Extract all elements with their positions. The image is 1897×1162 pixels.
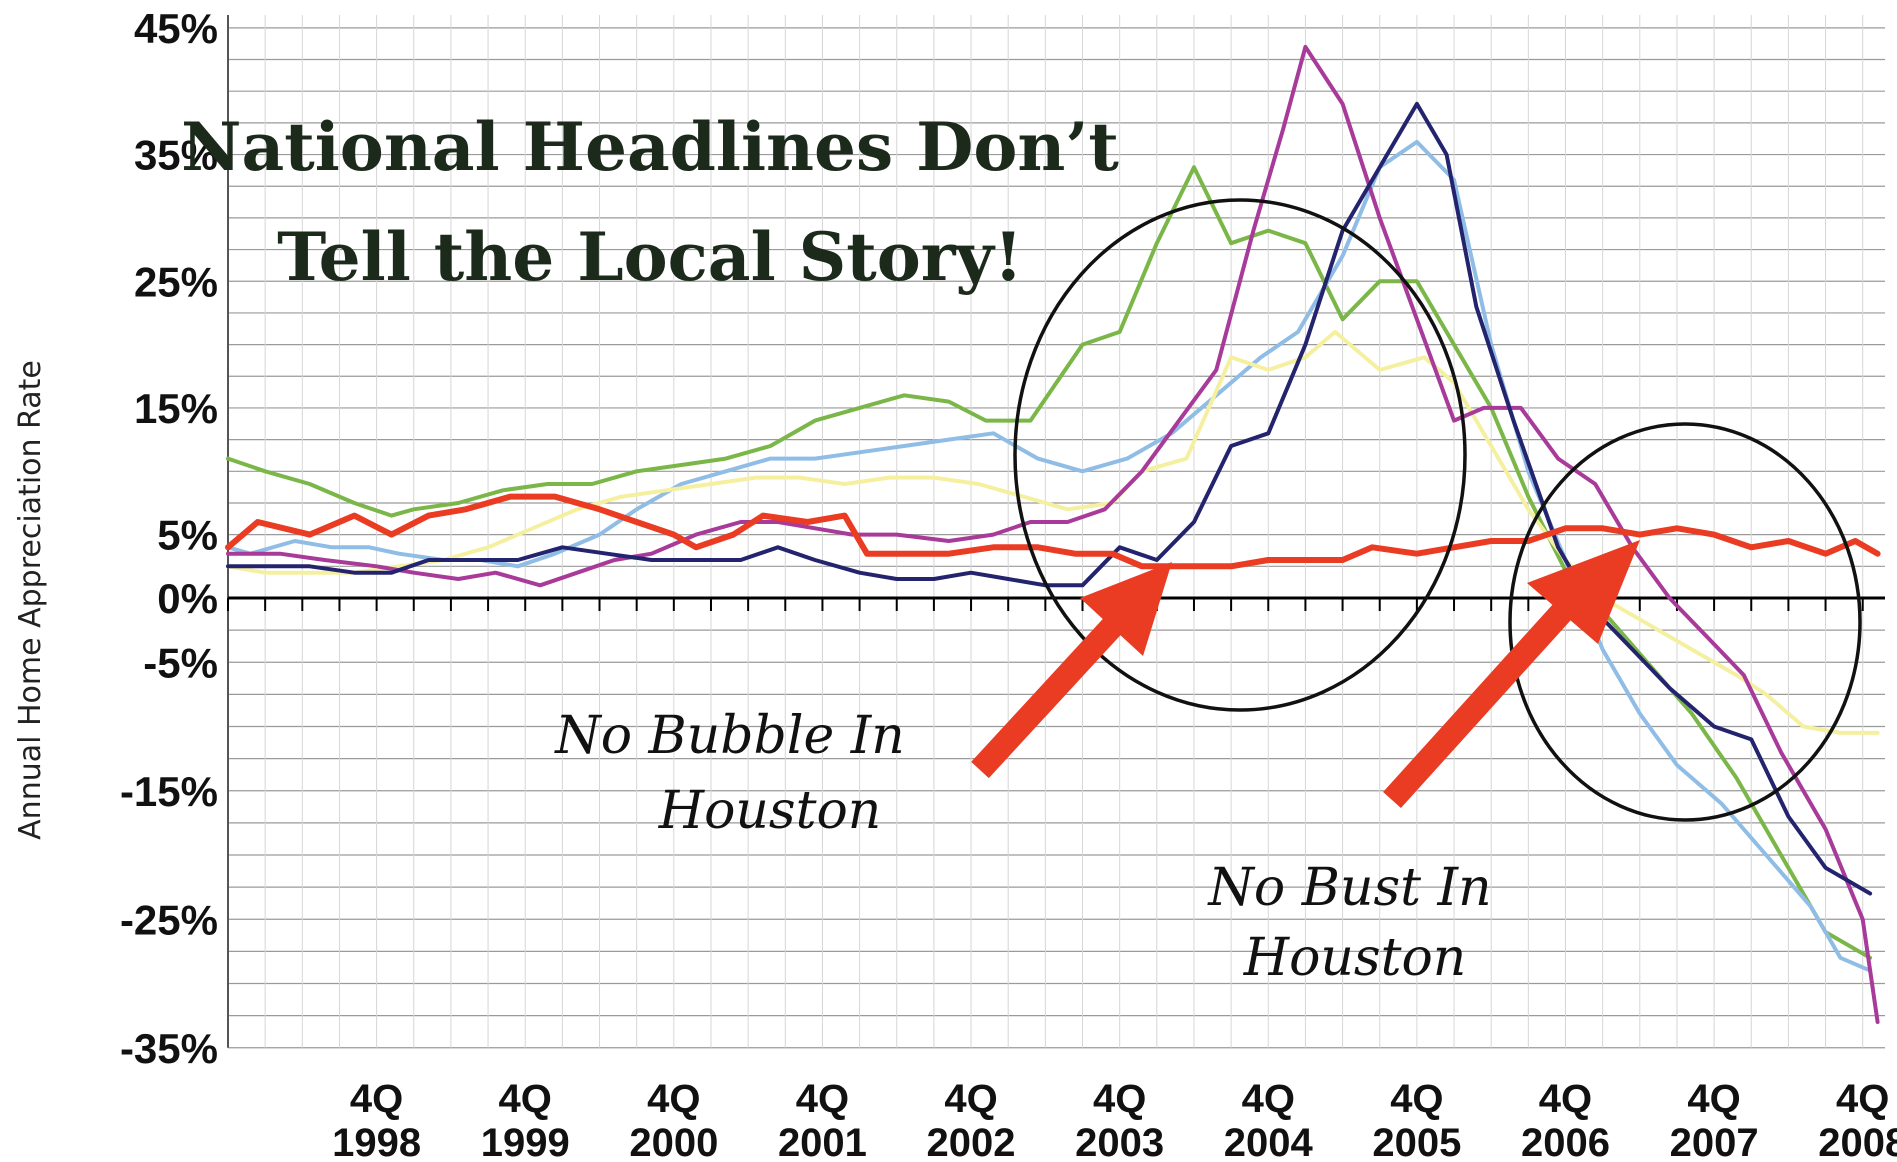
x-tick-label-year: 2002 [927, 1121, 1016, 1162]
chart-title-line-2: Tell the Local Story! [277, 218, 1023, 296]
bubble-arrow [971, 562, 1172, 779]
x-tick-label-year: 2008 [1818, 1121, 1897, 1162]
x-tick-label-quarter: 4Q [796, 1077, 849, 1121]
bubble-highlight-circle [1013, 198, 1467, 712]
x-tick-label-year: 1998 [332, 1121, 421, 1162]
x-tick-label-quarter: 4Q [1093, 1077, 1146, 1121]
x-tick-label-quarter: 4Q [1242, 1077, 1295, 1121]
y-tick-label: -5% [143, 639, 218, 686]
bust-note-line-2: Houston [1243, 928, 1467, 988]
bust-arrow [1383, 540, 1640, 809]
y-tick-label: 5% [157, 512, 218, 559]
y-tick-label: 15% [134, 385, 218, 432]
highlight-circles [1013, 198, 1862, 822]
bubble-note-line-1: No Bubble In [553, 706, 905, 766]
x-tick-label-year: 2006 [1521, 1121, 1610, 1162]
bust-note-line-1: No Bust In [1206, 858, 1491, 918]
y-tick-label: 35% [134, 132, 218, 179]
x-tick-label-year: 2003 [1075, 1121, 1164, 1162]
x-tick-label-quarter: 4Q [350, 1077, 403, 1121]
y-axis-label: Annual Home Appreciation Rate [13, 360, 48, 840]
x-tick-label-quarter: 4Q [944, 1077, 997, 1121]
x-tick-label-quarter: 4Q [1539, 1077, 1592, 1121]
bust-highlight-circle [1508, 422, 1862, 822]
x-tick-labels: 4Q19984Q19994Q20004Q20014Q20024Q20034Q20… [332, 1077, 1897, 1162]
series-line [226, 44, 1880, 1024]
x-tick-label-year: 2000 [629, 1121, 718, 1162]
x-tick-label-year: 2004 [1224, 1121, 1314, 1162]
y-tick-label: 45% [134, 5, 218, 52]
x-tick-label-quarter: 4Q [1687, 1077, 1740, 1121]
y-tick-label: 0% [157, 575, 218, 622]
x-tick-label-quarter: 4Q [647, 1077, 700, 1121]
chart-title-line-1: National Headlines Don’t [181, 108, 1119, 186]
y-tick-label: 25% [134, 258, 218, 305]
x-tick-label-year: 1999 [481, 1121, 570, 1162]
y-tick-label: -15% [120, 768, 218, 815]
grid-lines [227, 15, 1885, 1049]
y-tick-labels: 45% 35% 25% 15% 5% 0% -5% -15% -25% -35% [120, 5, 218, 1072]
y-tick-label: -35% [120, 1025, 218, 1072]
x-tick-label-year: 2001 [778, 1121, 867, 1162]
x-tick-label-quarter: 4Q [1390, 1077, 1443, 1121]
series-line [225, 493, 1881, 570]
annotation-arrows [971, 540, 1640, 809]
x-tick-label-year: 2005 [1372, 1121, 1461, 1162]
y-tick-label: -25% [120, 896, 218, 943]
x-tick-label-quarter: 4Q [1836, 1077, 1889, 1121]
bubble-note-line-2: Houston [658, 781, 882, 841]
x-tick-label-quarter: 4Q [499, 1077, 552, 1121]
x-tick-label-year: 2007 [1670, 1121, 1759, 1162]
